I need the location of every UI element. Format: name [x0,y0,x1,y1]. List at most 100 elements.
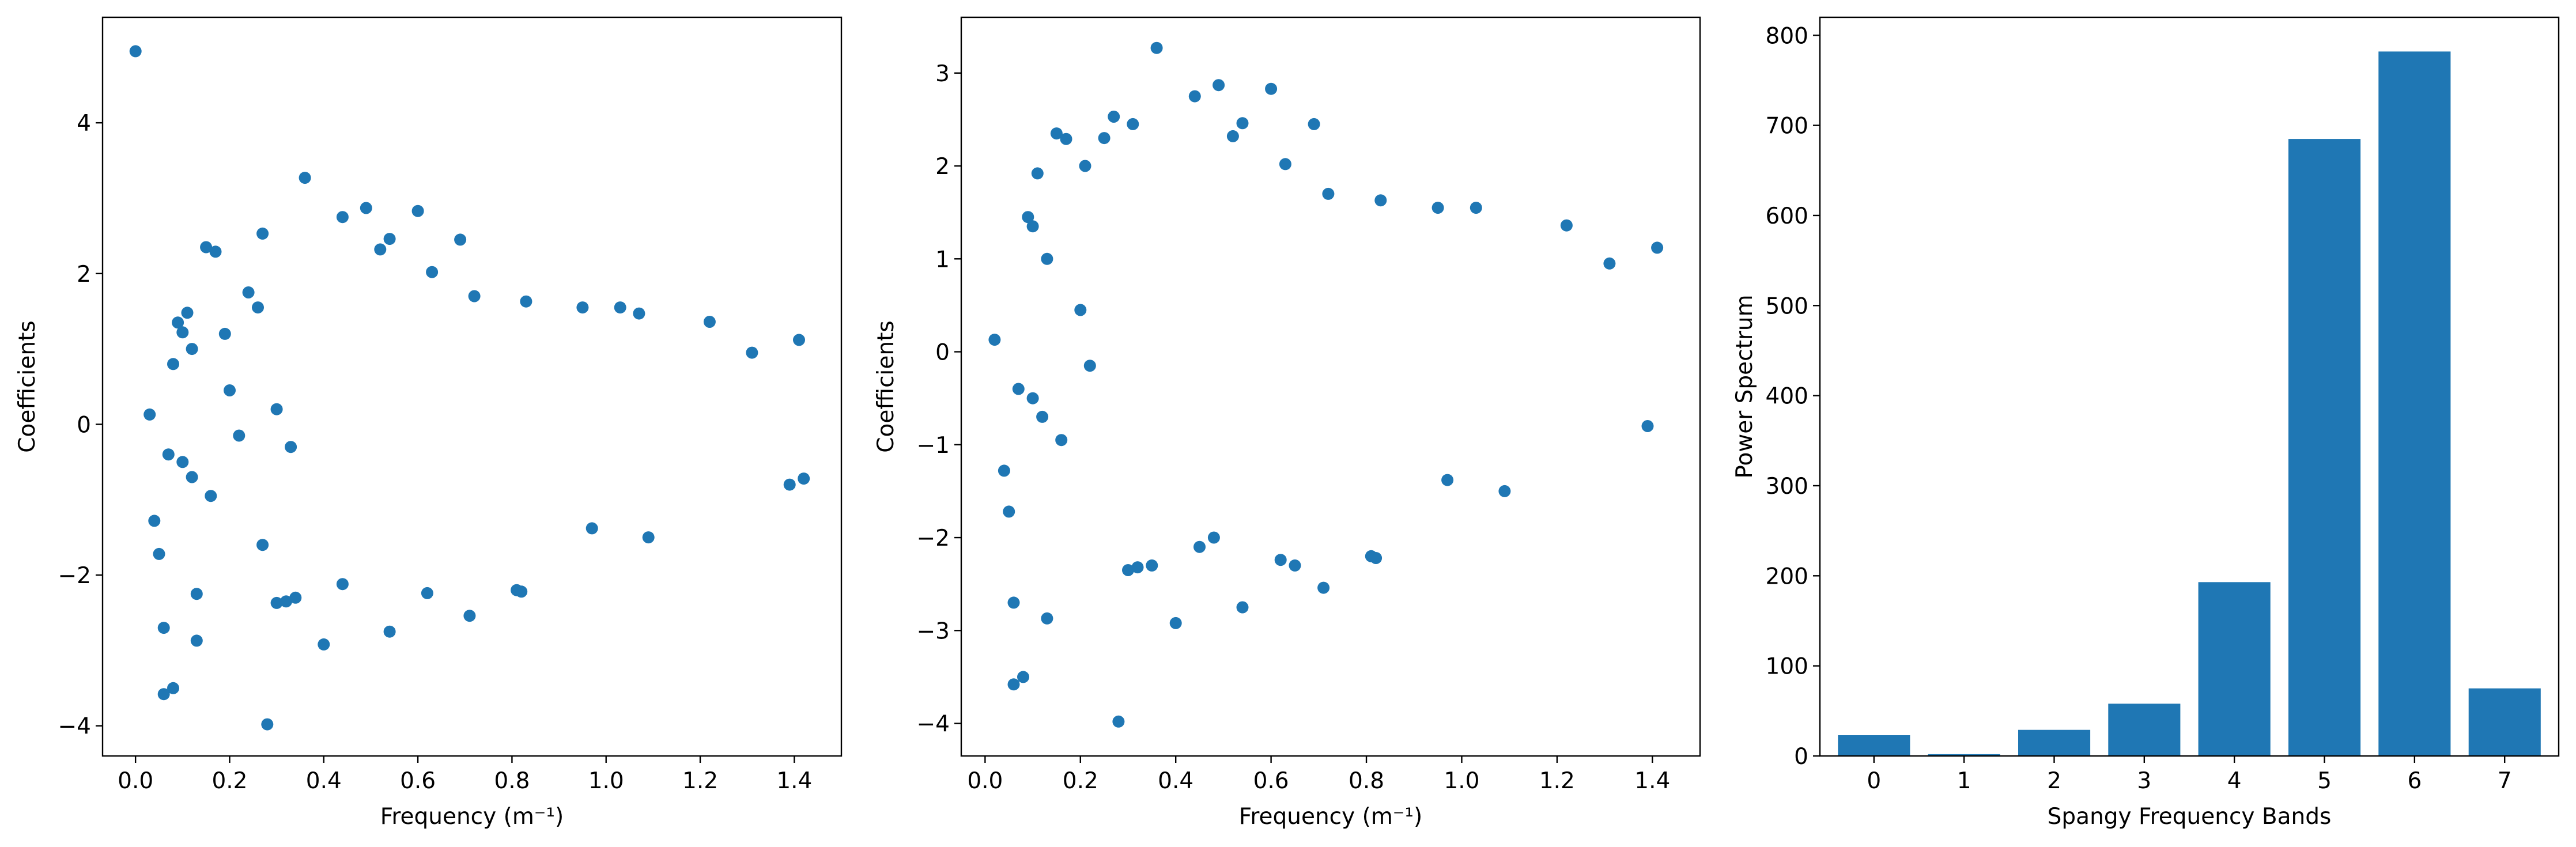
scatter-point [988,334,1001,346]
y-tick-label: −4 [917,712,950,738]
y-tick-label: 2 [77,262,91,288]
scatter-point [143,408,156,421]
scatter-point [1083,360,1096,372]
y-tick-label: 4 [77,111,91,137]
scatter-point [1007,596,1020,609]
scatter-point [1236,601,1249,614]
scatter-point [299,172,311,184]
scatter-point [186,471,198,483]
scatter-point [454,233,467,246]
x-tick-label: 0.2 [1063,768,1098,794]
scatter-point [1651,241,1664,254]
scatter-point [520,295,532,308]
axes-frame-3 [1819,16,2560,757]
x-tick-label: 4 [2227,768,2242,794]
scatter-point [783,478,796,491]
scatter-point [224,384,236,396]
bar-panel: 0 1 2 3 4 5 6 7 0 100 200 300 400 500 600 700 800 Spang… [1732,16,2560,830]
scatter-point [463,610,476,622]
scatter-point [167,682,179,694]
scatter-point [1470,202,1482,214]
scatter-point [1122,564,1134,576]
scatter-point [270,596,283,609]
scatter-point [190,634,203,647]
scatter-panel-2: 0.0 0.2 0.4 0.6 0.8 1.0 1.2 1.4 −4 −3 −2 −1 0 1 2 3 Fr… [873,16,1701,830]
bar-5 [2288,139,2361,757]
scatter-point [162,448,175,461]
x-tick-label: 1.4 [776,768,812,794]
axes-frame-2 [960,16,1701,757]
y-axis-label-3: Power Spectrum [1732,294,1758,478]
scatter-point [1169,617,1182,629]
scatter-point [576,301,589,314]
y-tick-label: 1 [935,247,950,273]
scatter-point [1003,505,1015,518]
scatter-point [1026,220,1039,233]
scatter-point [421,587,433,599]
y-tick-label: 0 [1794,744,1808,770]
bar-3 [2108,704,2181,756]
scatter-point [190,588,203,600]
scatter-point [1036,410,1049,423]
scatter-point [1041,612,1053,625]
x-tick-label: 3 [2137,768,2151,794]
scatter-point [1188,90,1201,103]
scatter-point [1560,219,1573,232]
x-tick-label: 0 [1867,768,1881,794]
scatter-point [270,403,283,415]
scatter-point [218,327,231,340]
scatter-point [1131,561,1144,574]
scatter-point [336,578,349,591]
x-tick-label: 0.2 [211,768,247,794]
scatter-point [1112,715,1125,728]
x-tick-label: 5 [2317,768,2332,794]
y-tick-label: 100 [1766,654,1808,680]
scatter-point [285,441,297,453]
x-tick-label: 6 [2407,768,2422,794]
scatter-point [1226,130,1239,142]
scatter-point [176,456,189,468]
scatter-point [157,622,170,634]
y-tick-label: 800 [1766,23,1808,49]
y-tick-label: 0 [77,412,91,438]
scatter-point [280,595,292,608]
scatter-point [1322,187,1335,200]
scatter-point [1017,671,1029,683]
y-tick-label: 300 [1766,474,1808,500]
y-tick-label: 200 [1766,564,1808,589]
scatter-point [1031,167,1044,180]
scatter-point [1108,111,1120,123]
scatter-point [1074,304,1087,316]
scatter-point [205,490,217,502]
scatter-point [1274,554,1287,566]
y-tick-label: 0 [935,340,950,366]
scatter-point [374,243,387,256]
scatter-points-1 [129,45,810,731]
scatter-point [798,472,810,485]
x-axis-label-3: Spangy Frequency Bands [2048,804,2332,830]
scatter-point [1236,117,1249,130]
y-tick-label: 600 [1766,203,1808,229]
scatter-point [176,326,189,339]
scatter-point [1374,194,1387,207]
scatter-point [200,241,213,254]
scatter-point [1498,485,1511,497]
x-ticks-3: 0 1 2 3 4 5 6 7 [1867,756,2512,794]
scatter-point [703,316,716,328]
scatter-point [336,211,349,224]
y-tick-label: 700 [1766,114,1808,139]
scatter-point [256,539,269,551]
scatter-point [186,343,198,356]
scatter-point [1441,474,1454,486]
x-tick-label: 1.0 [1444,768,1479,794]
bar-0 [1838,735,1910,756]
scatter-point [1055,434,1068,447]
scatter-point [1146,559,1158,572]
scatter-point [1289,559,1301,572]
scatter-point [586,522,598,535]
scatter-point [426,266,439,278]
scatter-point [1012,383,1025,395]
y-tick-label: −2 [58,563,92,589]
scatter-point [746,346,758,359]
x-tick-label: 1.0 [588,768,624,794]
